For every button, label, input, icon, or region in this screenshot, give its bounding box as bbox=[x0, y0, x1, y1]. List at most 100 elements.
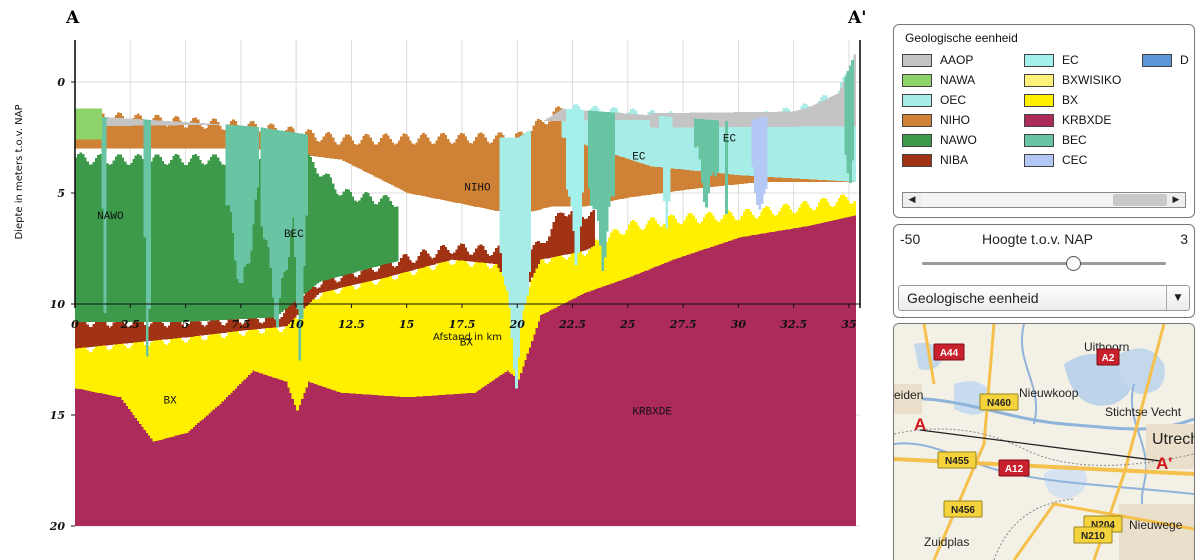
section-cell-bec bbox=[851, 60, 854, 161]
y-axis-title: Diepte in meters t.o.v. NAP bbox=[14, 104, 25, 239]
unit-label-niho: NIHO bbox=[464, 182, 491, 194]
section-cell-bec bbox=[612, 112, 615, 196]
x-tick-label: 2.5 bbox=[120, 318, 140, 331]
legend-swatch bbox=[1024, 94, 1054, 107]
height-slider-knob[interactable] bbox=[1066, 256, 1081, 271]
map-place-label: Nieuwege bbox=[1129, 518, 1183, 532]
section-end-label: A' bbox=[848, 8, 866, 28]
legend-item-nawa: NAWA bbox=[902, 72, 975, 88]
x-tick-label: 7.5 bbox=[231, 318, 250, 331]
unit-label-bx: BX bbox=[460, 338, 474, 350]
section-cell-niba bbox=[592, 210, 595, 246]
x-tick-label: 32.5 bbox=[780, 318, 807, 331]
dropdown-selected-value: Geologische eenheid bbox=[907, 290, 1039, 306]
legend-swatch bbox=[902, 154, 932, 167]
scroll-left-icon[interactable]: ◀ bbox=[903, 193, 921, 207]
legend-item-bxwisiko: BXWISIKO bbox=[1024, 72, 1121, 88]
legend-scrollbar[interactable]: ◀ ▶ bbox=[902, 192, 1186, 208]
legend-label: BXWISIKO bbox=[1062, 73, 1121, 87]
legend-item-oec: OEC bbox=[902, 92, 966, 108]
legend-item-bec: BEC bbox=[1024, 132, 1087, 148]
chevron-down-icon[interactable]: ▼ bbox=[1166, 286, 1189, 310]
legend-swatch bbox=[1142, 54, 1172, 67]
y-tick-label: 0 bbox=[57, 76, 65, 89]
x-tick-label: 25 bbox=[619, 318, 635, 331]
legend-swatch bbox=[1024, 154, 1054, 167]
x-tick-label: 12.5 bbox=[338, 318, 365, 331]
legend-label: NIHO bbox=[940, 113, 970, 127]
section-cell-oec bbox=[670, 117, 673, 168]
legend-swatch bbox=[902, 74, 932, 87]
legend-item-d: D bbox=[1142, 52, 1189, 68]
height-slider-track[interactable] bbox=[922, 262, 1166, 265]
scroll-right-icon[interactable]: ▶ bbox=[1167, 193, 1185, 207]
unit-label-bec: BEC bbox=[284, 229, 304, 241]
road-shield-label: N455 bbox=[945, 456, 969, 467]
legend-swatch bbox=[902, 134, 932, 147]
section-cell-nawo bbox=[396, 206, 399, 261]
legend-swatch bbox=[1024, 74, 1054, 87]
legend-panel: Geologische eenheid AAOP NAWA OEC NIHO NAWO N… bbox=[893, 24, 1195, 218]
legend-swatch bbox=[902, 54, 932, 67]
y-tick-label: 10 bbox=[50, 298, 66, 311]
legend-swatch bbox=[1024, 134, 1054, 147]
unit-label-ec: EC bbox=[632, 151, 646, 163]
legend-item-cec: CEC bbox=[1024, 152, 1087, 168]
section-cell-bx bbox=[853, 201, 856, 215]
map-place-label: Utrech bbox=[1152, 431, 1194, 448]
x-tick-label: 10 bbox=[288, 318, 304, 331]
section-cell-bec bbox=[256, 127, 259, 187]
legend-item-niba: NIBA bbox=[902, 152, 968, 168]
section-cell-oec bbox=[528, 130, 531, 272]
legend-item-nawo: NAWO bbox=[902, 132, 977, 148]
legend-item-aaop: AAOP bbox=[902, 52, 973, 68]
legend-label: NAWO bbox=[940, 133, 977, 147]
legend-swatch bbox=[1024, 54, 1054, 67]
unit-type-dropdown[interactable]: Geologische eenheid ▼ bbox=[898, 285, 1190, 311]
map-place-label: eiden bbox=[894, 388, 923, 402]
map-place-label: Nieuwkoop bbox=[1019, 386, 1079, 400]
legend-title: Geologische eenheid bbox=[905, 31, 1018, 45]
section-cell-krbxde bbox=[853, 216, 856, 526]
slider-title: Hoogte t.o.v. NAP bbox=[982, 231, 1093, 247]
slider-min-label: -50 bbox=[900, 231, 920, 247]
section-cell-bec bbox=[716, 120, 719, 172]
unit-label-nawo: NAWO bbox=[97, 211, 124, 223]
legend-label: EC bbox=[1062, 53, 1079, 67]
section-cell-ec bbox=[581, 110, 584, 192]
section-cell-nawa bbox=[99, 109, 102, 140]
section-start-label: A bbox=[66, 8, 79, 28]
y-tick-label: 15 bbox=[50, 409, 65, 422]
legend-label: OEC bbox=[940, 93, 966, 107]
section-cell-bec bbox=[305, 134, 308, 215]
x-tick-label: 0 bbox=[71, 318, 79, 331]
legend-item-krbxde: KRBXDE bbox=[1024, 112, 1111, 128]
legend-label: BX bbox=[1062, 93, 1078, 107]
map-place-label: Stichtse Vecht bbox=[1105, 405, 1182, 419]
legend-label: NIBA bbox=[940, 153, 968, 167]
slider-max-label: 3 bbox=[1180, 231, 1188, 247]
legend-label: CEC bbox=[1062, 153, 1087, 167]
scroll-thumb[interactable] bbox=[1113, 194, 1167, 206]
x-tick-label: 20 bbox=[509, 318, 526, 331]
y-tick-label: 5 bbox=[57, 187, 65, 200]
unit-label-krbxde: KRBXDE bbox=[632, 407, 672, 419]
unit-label-bx: BX bbox=[163, 395, 177, 407]
road-shield-label: N210 bbox=[1081, 531, 1105, 542]
legend-label: KRBXDE bbox=[1062, 113, 1111, 127]
legend-swatch bbox=[1024, 114, 1054, 127]
x-tick-label: 35 bbox=[841, 318, 856, 331]
x-tick-label: 5 bbox=[182, 318, 190, 331]
legend-label: D bbox=[1180, 53, 1189, 67]
road-shield-label: N460 bbox=[987, 398, 1011, 409]
x-tick-label: 22.5 bbox=[558, 318, 586, 331]
legend-item-niho: NIHO bbox=[902, 112, 970, 128]
x-tick-label: 17.5 bbox=[449, 318, 476, 331]
x-tick-label: 15 bbox=[399, 318, 414, 331]
legend-swatch bbox=[902, 94, 932, 107]
map-section-start-marker: A bbox=[914, 415, 926, 434]
